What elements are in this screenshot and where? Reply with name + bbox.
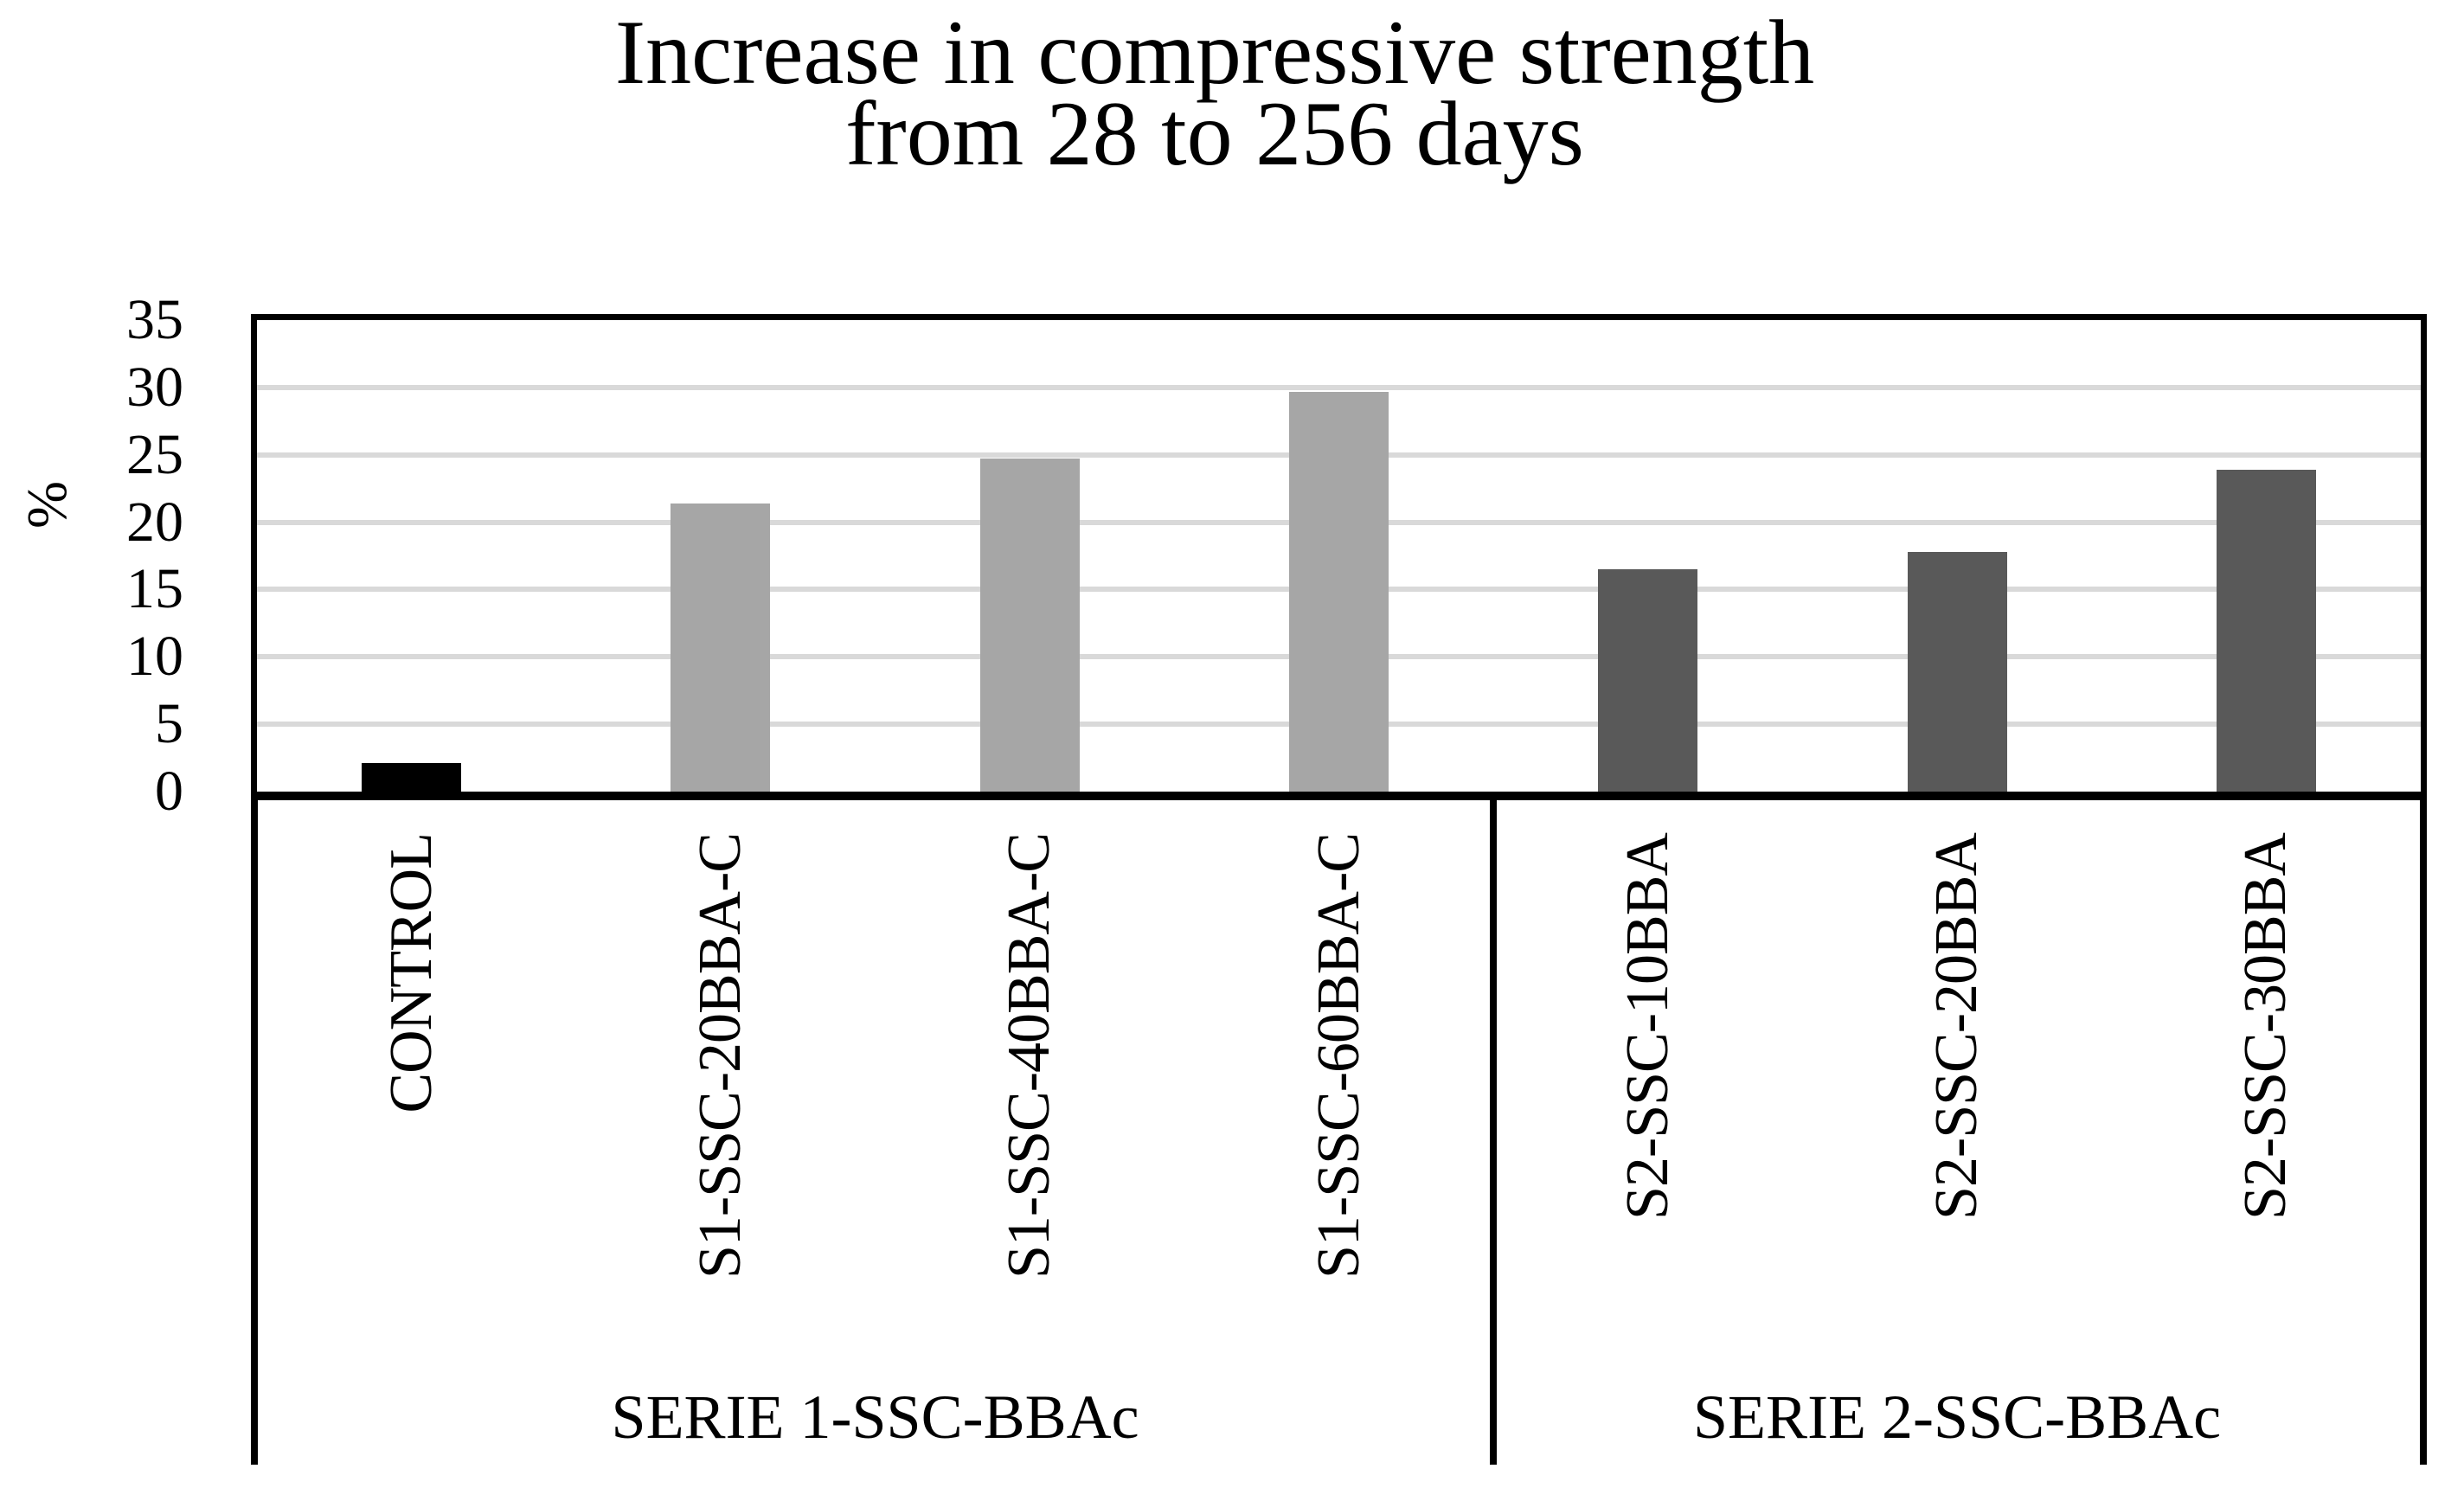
bar-S1-SSC-60BBA-C: [1289, 392, 1389, 792]
gridline-30: [257, 384, 2421, 390]
y-tick-label-25: 25: [126, 422, 183, 486]
group-divider: [251, 800, 258, 1465]
chart-title: Increase in compressive strength from 28…: [0, 2, 2429, 184]
plot-area: [251, 314, 2427, 800]
category-label-S2-SSC-20BBA: S2-SSC-20BBA: [1923, 833, 1991, 1221]
bar-S2-SSC-20BBA: [1907, 552, 2007, 792]
y-tick-label-15: 15: [126, 557, 183, 621]
y-tick-label-30: 30: [126, 355, 183, 419]
y-tick-label-5: 5: [155, 692, 183, 756]
y-tick-label-10: 10: [126, 625, 183, 689]
chart-title-line1: Increase in compressive strength: [614, 2, 1815, 103]
y-tick-label-35: 35: [126, 288, 183, 351]
category-label-S2-SSC-30BBA: S2-SSC-30BBA: [2232, 833, 2300, 1221]
group-divider: [1490, 800, 1498, 1465]
y-tick-label-20: 20: [126, 490, 183, 554]
bar-S2-SSC-30BBA: [2216, 470, 2316, 792]
chart-title-line2: from 28 to 256 days: [845, 83, 1584, 184]
category-label-S2-SSC-10BBA: S2-SSC-10BBA: [1614, 833, 1681, 1221]
bar-S1-SSC-40BBA-C: [979, 459, 1080, 792]
category-label-S1-SSC-40BBA-C: S1-SSC-40BBA-C: [996, 833, 1063, 1280]
category-label-S1-SSC-20BBA-C: S1-SSC-20BBA-C: [686, 833, 754, 1280]
bar-S1-SSC-20BBA-C: [671, 504, 771, 792]
group-label-1: SERIE 1-SSC-BBAc: [611, 1382, 1139, 1452]
group-label-2: SERIE 2-SSC-BBAc: [1693, 1382, 2222, 1452]
bar-S2-SSC-10BBA: [1598, 569, 1698, 792]
group-divider: [2420, 800, 2427, 1465]
y-tick-label-0: 0: [155, 760, 183, 823]
bar-CONTROL: [362, 763, 462, 792]
category-label-S1-SSC-60BBA-C: S1-SSC-60BBA-C: [1305, 833, 1372, 1280]
category-label-CONTROL: CONTROL: [377, 833, 445, 1113]
